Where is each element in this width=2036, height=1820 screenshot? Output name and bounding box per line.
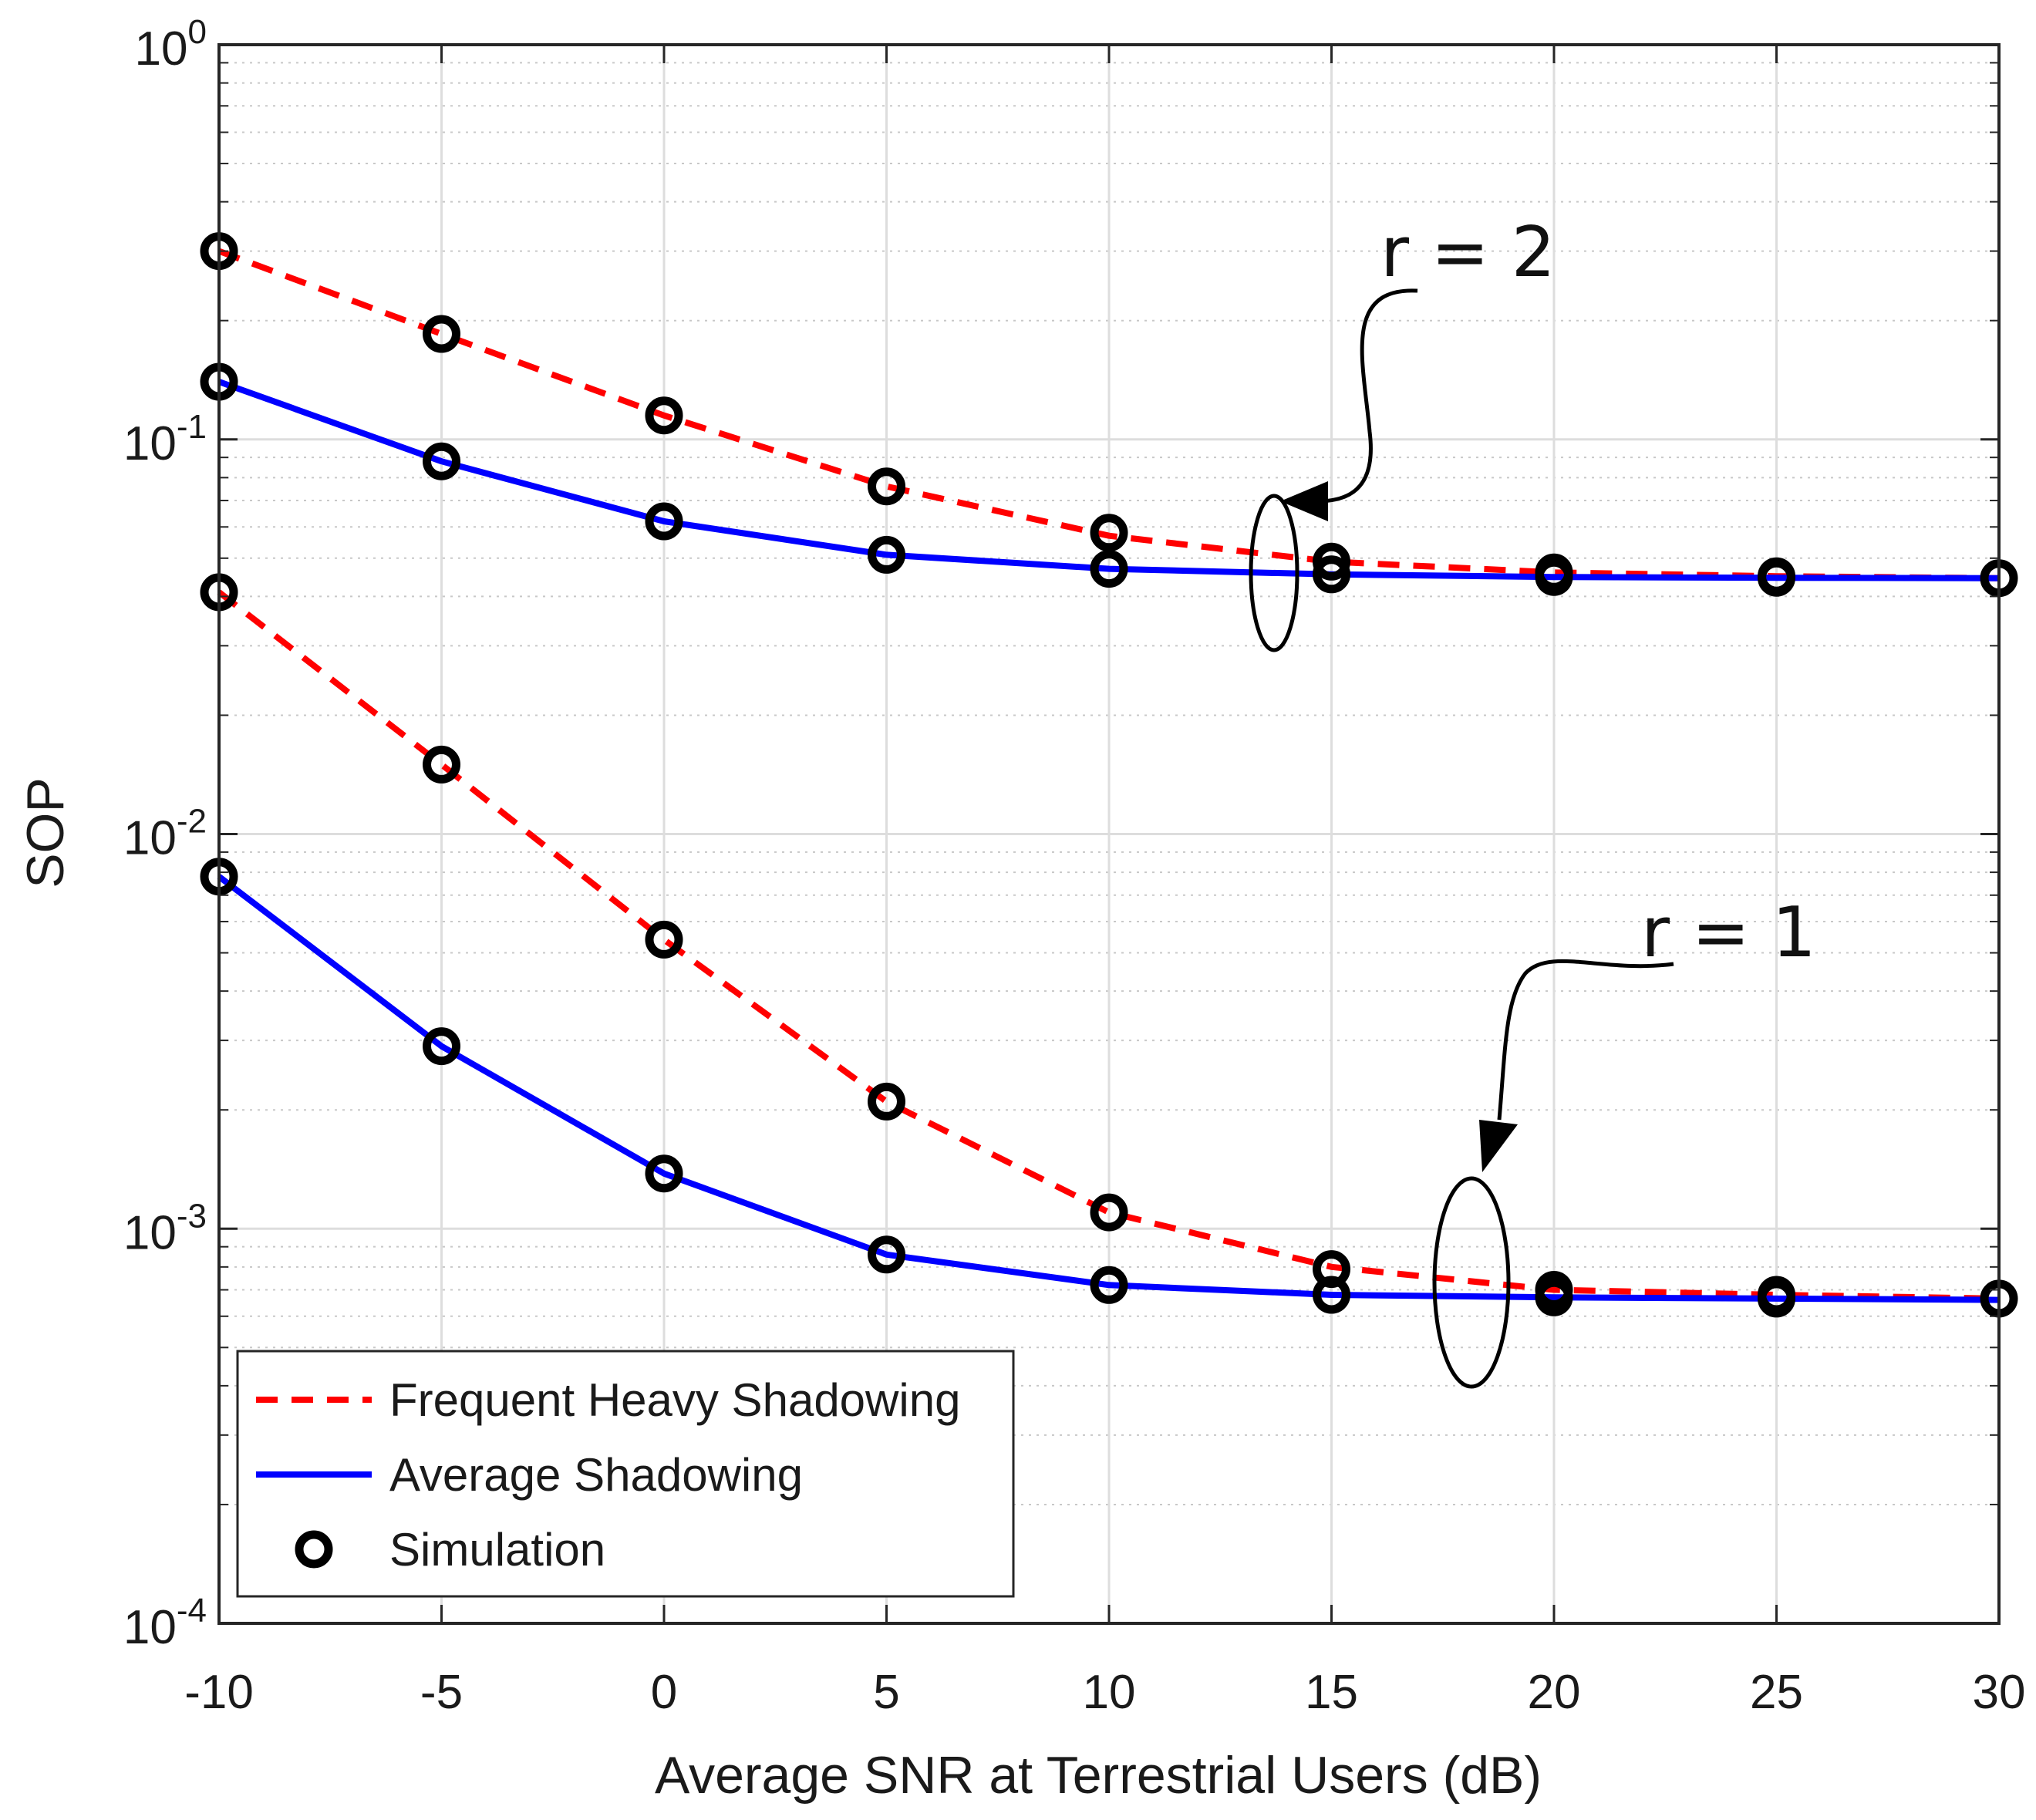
y-tick-labels: 100 10-1 10-2 10-3 10-4 [123,13,207,1654]
simulation-marker [1535,558,1573,596]
simulation-marker [1313,555,1350,594]
annotation-r2-label: r = 2 [1380,212,1556,293]
x-tick-label: 20 [1528,1666,1581,1719]
tick-marks [217,43,2001,1625]
series-line-r2-average [217,379,2000,581]
annotation-r1-arrow [1497,959,1674,1121]
series-line-r1-average [217,874,2000,1303]
simulation-marker [423,442,460,480]
x-tick-labels: -10 -5 0 5 10 15 20 25 30 [184,1666,2025,1719]
y-tick-label: 10-3 [123,1197,207,1259]
simulation-marker [645,920,683,959]
annotation-r2-arrowhead [1280,481,1328,521]
legend-marker-simulation [295,1530,333,1569]
simulation-marker [1758,558,1795,597]
simulation-marker [645,502,683,541]
simulation-marker [423,1027,460,1066]
simulation-marker [868,535,905,574]
annotation-r1-arrowhead [1479,1120,1518,1172]
annotation-r2-arrow [1321,288,1418,504]
x-tick-label: -10 [184,1666,254,1719]
y-axis-label: SOP [16,777,75,888]
legend: Frequent Heavy Shadowing Average Shadowi… [236,1350,1015,1598]
x-tick-label: 5 [873,1666,899,1719]
series-line-r1-heavy [217,589,2000,1302]
simulation-marker [1090,1193,1128,1232]
series-layer [217,248,2000,1303]
annotation-r2-ellipse [1249,494,1299,652]
simulation-marker [1758,1279,1795,1318]
y-tick-label: 10-2 [123,803,207,865]
simulation-marker [1313,1276,1350,1314]
simulation-marker [868,1235,905,1274]
simulation-marker [423,745,460,784]
x-tick-label: 25 [1750,1666,1803,1719]
simulation-marker [645,1154,683,1193]
legend-label-simulation: Simulation [389,1524,605,1576]
annotation-r1: r = 1 [1432,892,1816,1389]
y-tick-label: 100 [135,13,207,76]
annotation-r1-label: r = 1 [1641,892,1816,973]
x-tick-label: 30 [1973,1666,2026,1719]
simulation-marker [645,396,683,435]
simulation-marker [868,467,905,506]
simulation-marker [1090,1266,1128,1304]
y-tick-label: 10-4 [123,1592,207,1654]
legend-label-average: Average Shadowing [389,1449,803,1501]
simulation-marker [1535,1278,1573,1316]
x-tick-label: 15 [1305,1666,1358,1719]
legend-label-heavy: Frequent Heavy Shadowing [389,1374,960,1426]
annotation-r2: r = 2 [1249,212,1556,652]
x-tick-label: 10 [1083,1666,1136,1719]
annotation-r1-ellipse [1432,1176,1511,1389]
simulation-markers [200,232,2018,1318]
x-tick-label: 0 [651,1666,677,1719]
x-axis-label: Average SNR at Terrestrial Users (dB) [655,1746,1542,1805]
y-tick-label: 10-1 [123,408,207,470]
simulation-marker [1090,514,1128,552]
simulation-marker [423,315,460,353]
x-tick-label: -5 [420,1666,463,1719]
simulation-marker [1313,542,1350,581]
simulation-marker [1090,550,1128,588]
simulation-marker [868,1082,905,1121]
